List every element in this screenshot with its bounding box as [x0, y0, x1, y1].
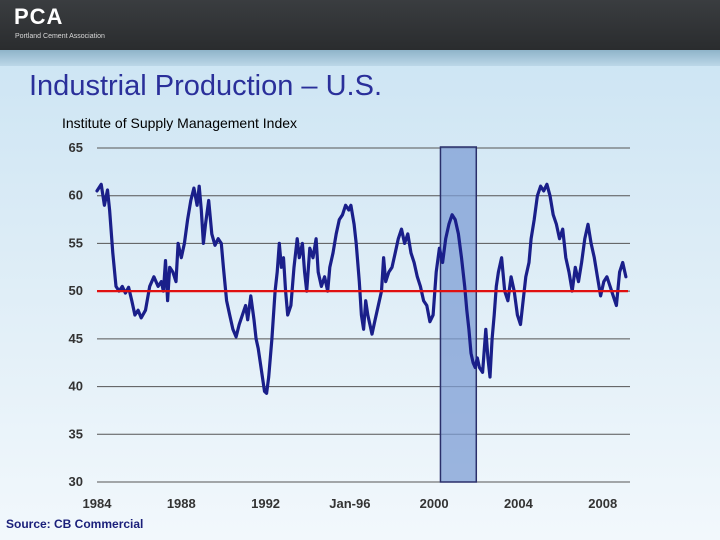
shaded-region — [439, 146, 478, 483]
series-line-0 — [95, 182, 628, 395]
y-tick-35: 35 — [69, 426, 83, 441]
series-layer — [95, 182, 628, 395]
y-tick-45: 45 — [69, 331, 83, 346]
x-tick-2008: 2008 — [588, 496, 617, 511]
y-tick-55: 55 — [69, 235, 83, 250]
x-tick-1984: 1984 — [83, 496, 113, 511]
x-tick-2004: 2004 — [504, 496, 534, 511]
y-tick-50: 50 — [69, 283, 83, 298]
x-tick-Jan-96: Jan-96 — [329, 496, 370, 511]
y-axis-ticks: 30 35 40 45 50 55 60 65 — [69, 140, 83, 489]
x-tick-1988: 1988 — [167, 496, 196, 511]
pca-logo-subtitle: Portland Cement Association — [15, 33, 105, 40]
x-tick-2000: 2000 — [420, 496, 449, 511]
shaded-region-layer — [439, 146, 478, 483]
x-axis-ticks: 1984 1988 1992 Jan-96 2000 2004 2008 — [83, 496, 618, 511]
source-note: Source: CB Commercial — [6, 517, 144, 531]
y-tick-40: 40 — [69, 379, 83, 394]
chart-title: Institute of Supply Management Index — [62, 115, 298, 131]
header-bar: PCA Portland Cement Association — [0, 0, 720, 50]
y-tick-60: 60 — [69, 188, 83, 203]
y-tick-65: 65 — [69, 140, 83, 155]
x-tick-1992: 1992 — [251, 496, 280, 511]
header-subbar — [0, 50, 720, 66]
pca-logo: PCA — [14, 4, 64, 29]
y-tick-30: 30 — [69, 474, 83, 489]
slide-title: Industrial Production – U.S. — [29, 70, 383, 102]
